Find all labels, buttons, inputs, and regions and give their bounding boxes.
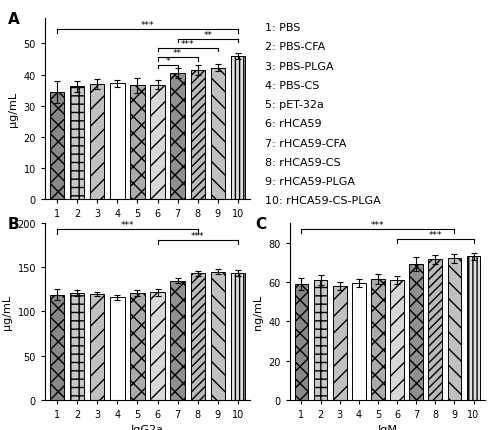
Text: *: *: [166, 57, 170, 66]
Text: 9: rHCA59-PLGA: 9: rHCA59-PLGA: [264, 177, 354, 187]
Text: ***: ***: [181, 40, 194, 49]
Bar: [210, 272, 225, 400]
Bar: [333, 286, 346, 400]
Bar: [190, 71, 205, 200]
Text: 6: rHCA59: 6: rHCA59: [264, 119, 322, 129]
Bar: [50, 92, 64, 200]
Y-axis label: ng/mL: ng/mL: [253, 294, 263, 329]
Text: 7: rHCA59-CFA: 7: rHCA59-CFA: [264, 138, 346, 148]
Bar: [466, 257, 480, 400]
Y-axis label: μg/mL: μg/mL: [2, 294, 12, 329]
Bar: [110, 298, 124, 400]
Bar: [110, 84, 124, 200]
Bar: [210, 68, 225, 200]
Bar: [130, 86, 144, 200]
Bar: [90, 85, 104, 200]
Text: ***: ***: [120, 221, 134, 230]
Text: B: B: [8, 217, 20, 231]
Bar: [230, 57, 245, 200]
Text: **: **: [173, 49, 182, 58]
Text: ***: ***: [428, 230, 442, 239]
X-axis label: IgG2a: IgG2a: [131, 424, 164, 430]
Text: 2: PBS-CFA: 2: PBS-CFA: [264, 42, 325, 52]
Text: 10: rHCA59-CS-PLGA: 10: rHCA59-CS-PLGA: [264, 196, 380, 206]
X-axis label: IgG1: IgG1: [134, 224, 160, 234]
Text: 5: pET-32a: 5: pET-32a: [264, 100, 324, 110]
Bar: [410, 265, 423, 400]
Bar: [314, 280, 328, 400]
Bar: [190, 274, 205, 400]
Bar: [90, 294, 104, 400]
Bar: [150, 86, 165, 200]
Text: 3: PBS-PLGA: 3: PBS-PLGA: [264, 61, 334, 71]
Text: 4: PBS-CS: 4: PBS-CS: [264, 81, 319, 91]
Text: 1: PBS: 1: PBS: [264, 23, 300, 33]
Bar: [390, 280, 404, 400]
Bar: [170, 281, 185, 400]
Text: 8: rHCA59-CS: 8: rHCA59-CS: [264, 157, 340, 167]
Bar: [130, 293, 144, 400]
Bar: [150, 292, 165, 400]
Bar: [352, 283, 366, 400]
Bar: [294, 284, 308, 400]
Bar: [371, 280, 385, 400]
Bar: [70, 293, 84, 400]
Bar: [448, 259, 462, 400]
Text: ***: ***: [371, 221, 384, 230]
Text: ***: ***: [141, 21, 154, 30]
Bar: [50, 295, 64, 400]
Y-axis label: μg/mL: μg/mL: [8, 92, 18, 127]
Bar: [230, 273, 245, 400]
Text: A: A: [8, 12, 20, 27]
Text: C: C: [255, 217, 266, 231]
Bar: [170, 74, 185, 200]
Text: ***: ***: [191, 231, 204, 240]
Bar: [428, 260, 442, 400]
Text: **: **: [204, 31, 212, 40]
X-axis label: IgM: IgM: [378, 424, 398, 430]
Bar: [70, 87, 84, 200]
